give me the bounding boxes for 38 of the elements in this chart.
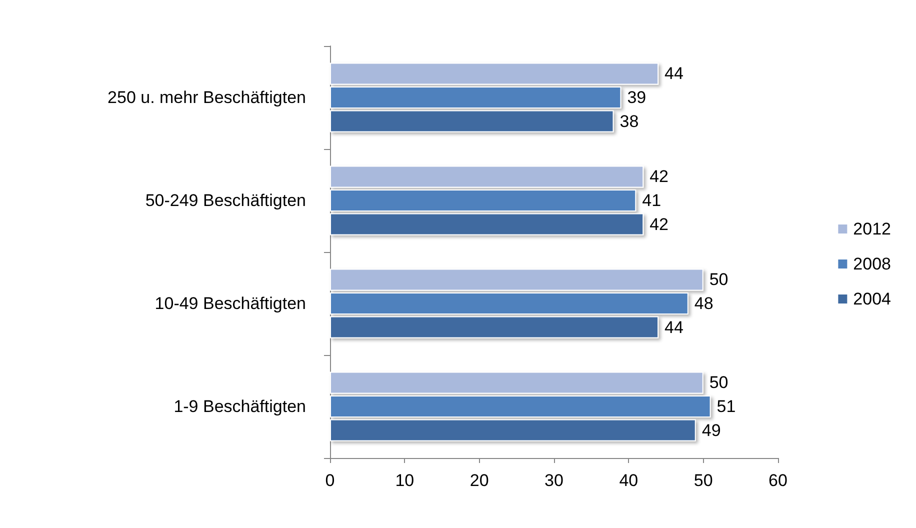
bar	[330, 110, 614, 132]
bar	[330, 419, 696, 442]
y-tick-label: 10-49 Beschäftigten	[154, 294, 306, 313]
bar	[330, 268, 704, 291]
x-tick-label: 10	[395, 471, 414, 490]
data-label: 44	[664, 64, 684, 84]
data-label: 48	[694, 294, 714, 313]
bar	[330, 62, 659, 85]
data-label: 38	[620, 112, 639, 131]
bar	[330, 190, 636, 212]
bar	[330, 316, 659, 338]
legend-label: 2012	[853, 220, 892, 238]
legend-label: 2008	[853, 254, 892, 274]
data-label: 49	[702, 420, 721, 440]
bar	[330, 292, 688, 314]
data-label: 51	[716, 397, 736, 416]
data-label: 42	[650, 167, 669, 186]
data-label: 42	[650, 214, 669, 234]
x-tick-label: 50	[694, 471, 713, 490]
y-tick-label: 50-249 Beschäftigten	[145, 191, 306, 210]
data-label: 39	[627, 88, 646, 107]
bar	[330, 86, 622, 108]
x-tick-label: 60	[768, 471, 788, 490]
bar	[330, 166, 644, 188]
x-tick-label: 40	[619, 471, 638, 490]
bar	[330, 213, 644, 236]
y-tick-label: 1-9 Beschäftigten	[174, 397, 306, 416]
y-tick-label: 250 u. mehr Beschäftigten	[108, 88, 306, 107]
bar	[330, 372, 704, 394]
bar	[330, 396, 711, 418]
x-tick-label: 30	[544, 471, 564, 490]
data-label: 50	[709, 270, 728, 290]
x-tick-label: 20	[470, 471, 489, 490]
data-label: 44	[664, 318, 684, 337]
data-label: 50	[709, 373, 728, 392]
data-label: 41	[642, 191, 662, 210]
legend-label: 2004	[853, 290, 892, 308]
x-tick-label: 0	[325, 471, 335, 490]
